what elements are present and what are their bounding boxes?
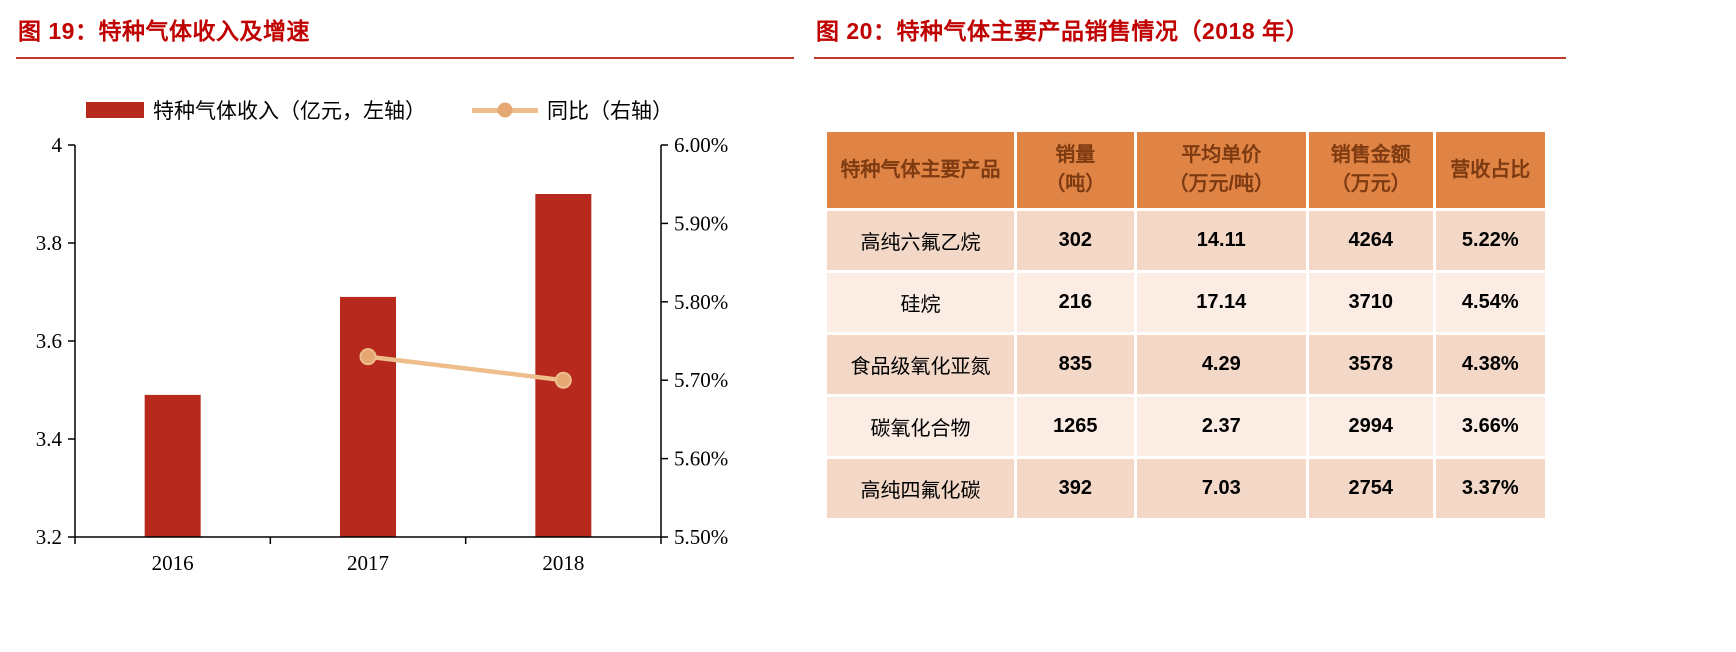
- product-name-cell: 食品级氧化亚氮: [827, 335, 1015, 394]
- svg-text:2017: 2017: [347, 551, 389, 575]
- table-cell: 17.14: [1136, 273, 1306, 332]
- table-cell: 3710: [1309, 273, 1433, 332]
- svg-text:5.60%: 5.60%: [674, 447, 728, 471]
- table-cell: 14.11: [1136, 211, 1306, 270]
- table-row: 高纯四氟化碳 392 7.03 2754 3.37%: [827, 459, 1545, 518]
- table-cell: 835: [1017, 335, 1134, 394]
- svg-text:3.6: 3.6: [36, 329, 62, 353]
- line-marker-icon: [497, 102, 513, 118]
- table-header-row: 特种气体主要产品 销量 （吨） 平均单价 （万元/吨） 销售金额 （万元） 营收占比: [827, 132, 1545, 208]
- product-name-cell: 碳氧化合物: [827, 397, 1015, 456]
- svg-text:6.00%: 6.00%: [674, 133, 728, 157]
- table-cell: 3578: [1309, 335, 1433, 394]
- yoy-marker: [359, 348, 377, 366]
- table-cell: 7.03: [1136, 459, 1306, 518]
- table-cell: 3.66%: [1435, 397, 1545, 456]
- bar-2018: [535, 194, 592, 537]
- product-sales-table: 特种气体主要产品 销量 （吨） 平均单价 （万元/吨） 销售金额 （万元） 营收占比 高…: [824, 129, 1548, 521]
- table-cell: 216: [1017, 273, 1134, 332]
- svg-text:3.2: 3.2: [36, 525, 62, 549]
- svg-text:5.80%: 5.80%: [674, 290, 728, 314]
- table-header-cell: 平均单价 （万元/吨）: [1136, 132, 1306, 208]
- svg-text:3.8: 3.8: [36, 231, 62, 255]
- bar-series-swatch: [86, 102, 144, 118]
- table-cell: 4264: [1309, 211, 1433, 270]
- figure-20-title: 图 20：特种气体主要产品销售情况（2018 年）: [814, 6, 1566, 59]
- table-cell: 3.37%: [1435, 459, 1545, 518]
- svg-text:3.4: 3.4: [36, 427, 63, 451]
- table-cell: 1265: [1017, 397, 1134, 456]
- table-cell: 4.54%: [1435, 273, 1545, 332]
- line-series-swatch: [472, 102, 538, 118]
- report-figures-row: 图 19：特种气体收入及增速 特种气体收入（亿元，左轴） 同比（右轴） 3.2 3…: [16, 6, 1566, 588]
- product-name-cell: 高纯四氟化碳: [827, 459, 1015, 518]
- svg-text:2016: 2016: [152, 551, 194, 575]
- table-cell: 5.22%: [1435, 211, 1545, 270]
- legend-label-revenue: 特种气体收入（亿元，左轴）: [153, 100, 426, 123]
- table-cell: 2.37: [1136, 397, 1306, 456]
- svg-text:5.70%: 5.70%: [674, 368, 728, 392]
- table-cell: 4.29: [1136, 335, 1306, 394]
- legend-item-yoy: 同比（右轴）: [472, 95, 673, 125]
- revenue-growth-chart: 3.2 3.4 3.6 3.8 4 5.50% 5.60% 5.70% 5.80% 5.90% 6.…: [16, 131, 794, 588]
- table-row: 高纯六氟乙烷 302 14.11 4264 5.22%: [827, 211, 1545, 270]
- figure-19-panel: 图 19：特种气体收入及增速 特种气体收入（亿元，左轴） 同比（右轴） 3.2 3…: [16, 6, 794, 588]
- table-row: 碳氧化合物 1265 2.37 2994 3.66%: [827, 397, 1545, 456]
- svg-text:5.90%: 5.90%: [674, 211, 728, 235]
- sales-table-wrap: 特种气体主要产品 销量 （吨） 平均单价 （万元/吨） 销售金额 （万元） 营收占比 高…: [824, 129, 1566, 521]
- table-header-cell: 销量 （吨）: [1017, 132, 1134, 208]
- table-cell: 4.38%: [1435, 335, 1545, 394]
- legend-label-yoy: 同比（右轴）: [547, 100, 673, 123]
- table-header-cell: 销售金额 （万元）: [1309, 132, 1433, 208]
- table-row: 硅烷 216 17.14 3710 4.54%: [827, 273, 1545, 332]
- yoy-line: [367, 354, 564, 383]
- figure-19-title: 图 19：特种气体收入及增速: [16, 6, 794, 59]
- table-header-cell: 特种气体主要产品: [827, 132, 1015, 208]
- table-cell: 302: [1017, 211, 1134, 270]
- table-cell: 2994: [1309, 397, 1433, 456]
- table-cell: 392: [1017, 459, 1134, 518]
- svg-text:4: 4: [52, 133, 63, 157]
- revenue-growth-chart-canvas: 3.2 3.4 3.6 3.8 4 5.50% 5.60% 5.70% 5.80% 5.90% 6.…: [36, 133, 729, 575]
- svg-text:2018: 2018: [542, 551, 584, 575]
- bar-2016: [144, 394, 201, 537]
- chart-legend: 特种气体收入（亿元，左轴） 同比（右轴）: [86, 95, 794, 125]
- svg-text:5.50%: 5.50%: [674, 525, 728, 549]
- table-header-cell: 营收占比: [1435, 132, 1545, 208]
- table-cell: 2754: [1309, 459, 1433, 518]
- legend-item-revenue: 特种气体收入（亿元，左轴）: [86, 95, 426, 125]
- figure-20-panel: 图 20：特种气体主要产品销售情况（2018 年） 特种气体主要产品 销量 （吨）…: [814, 6, 1566, 588]
- product-name-cell: 硅烷: [827, 273, 1015, 332]
- bar-2017: [340, 296, 396, 537]
- table-row: 食品级氧化亚氮 835 4.29 3578 4.38%: [827, 335, 1545, 394]
- product-name-cell: 高纯六氟乙烷: [827, 211, 1015, 270]
- yoy-marker: [554, 371, 572, 389]
